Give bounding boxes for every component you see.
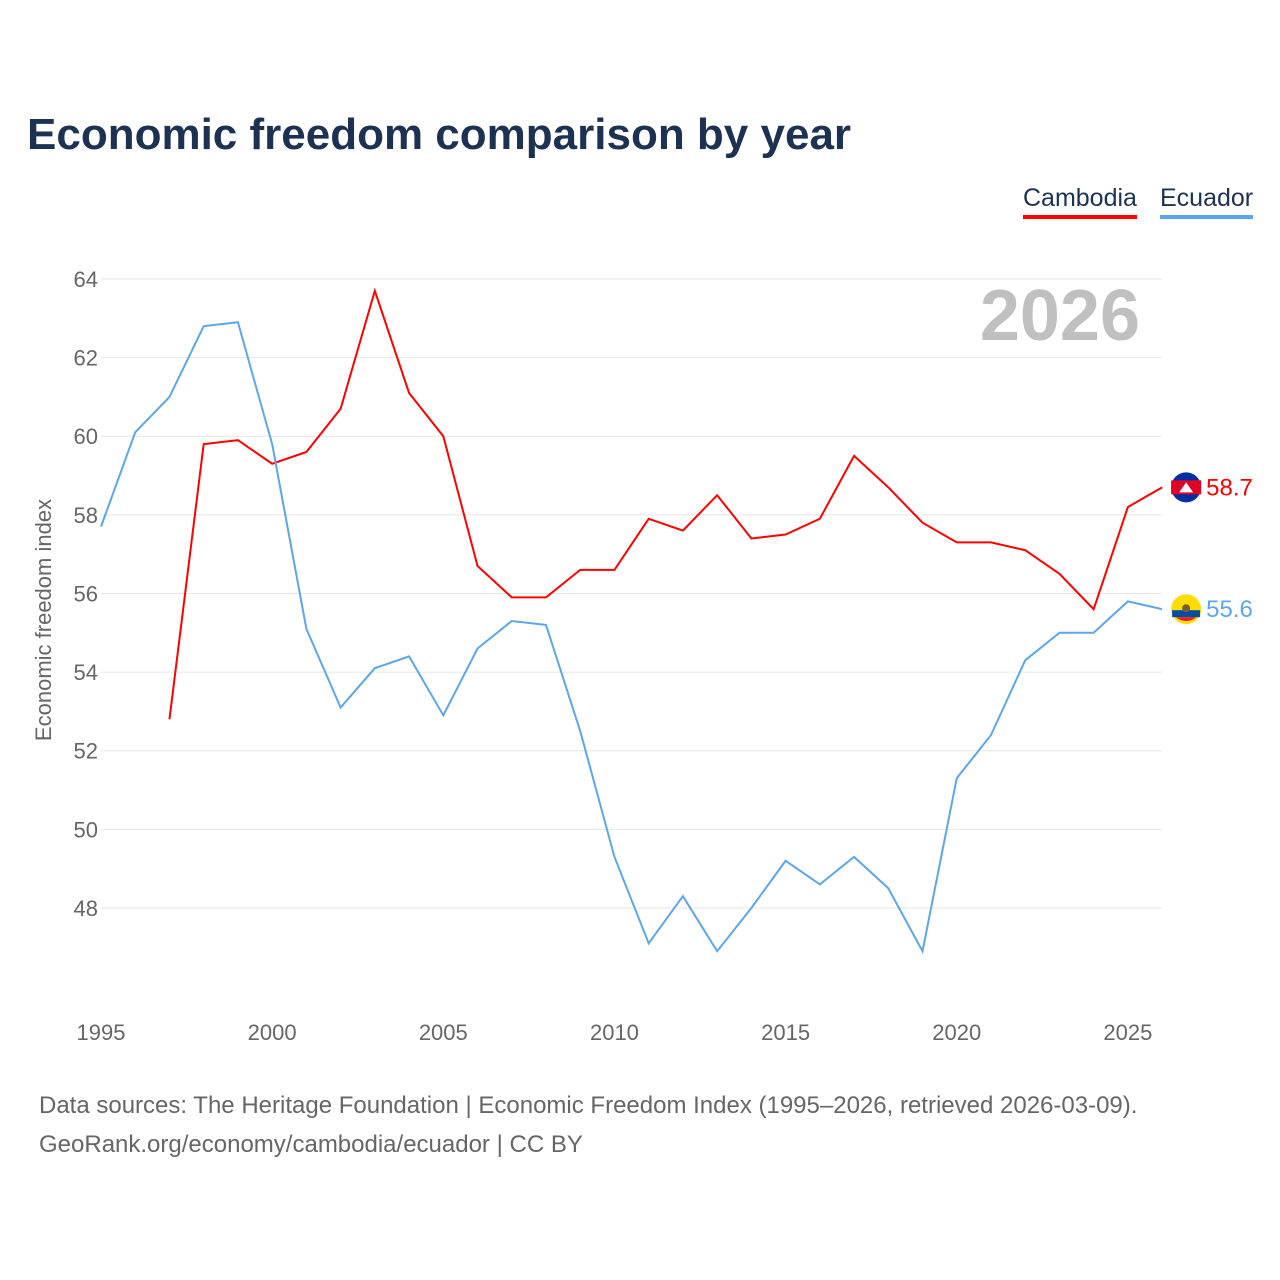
series-line-ecuador xyxy=(100,321,1163,955)
x-tick-label: 2025 xyxy=(1103,1020,1152,1045)
y-tick-label: 60 xyxy=(74,424,98,449)
x-tick-label: 1995 xyxy=(77,1020,126,1045)
chart-title: Economic freedom comparison by year xyxy=(27,110,852,159)
x-tick-label: 2015 xyxy=(761,1020,810,1045)
x-tick-label: 2000 xyxy=(248,1020,297,1045)
y-tick-label: 48 xyxy=(74,896,98,921)
y-axis-label: Economic freedom index xyxy=(31,499,56,741)
series-line-cambodia xyxy=(168,287,1163,720)
end-value-label: 55.6 xyxy=(1206,596,1253,623)
ecuador-flag-emblem xyxy=(1182,604,1191,613)
ecuador-flag-red xyxy=(1176,617,1197,622)
cambodia-flag-temple xyxy=(1179,482,1194,493)
source-note: Data sources: The Heritage Foundation | … xyxy=(39,1086,1137,1164)
y-tick-label: 52 xyxy=(74,739,98,764)
year-watermark: 2026 xyxy=(980,276,1140,356)
x-tick-label: 2020 xyxy=(932,1020,981,1045)
ecuador-flag-blue xyxy=(1172,610,1201,618)
legend-cambodia[interactable]: Cambodia xyxy=(1023,184,1137,219)
y-tick-label: 62 xyxy=(74,346,98,371)
y-tick-label: 56 xyxy=(74,581,98,606)
x-tick-label: 2005 xyxy=(419,1020,468,1045)
end-value-label: 58.7 xyxy=(1206,474,1253,501)
y-tick-label: 64 xyxy=(74,267,98,292)
source-line-2: GeoRank.org/economy/cambodia/ecuador | C… xyxy=(39,1131,583,1158)
x-tick-label: 2010 xyxy=(590,1020,639,1045)
y-tick-label: 54 xyxy=(74,660,98,685)
y-tick-label: 58 xyxy=(74,503,98,528)
source-line-1: Data sources: The Heritage Foundation | … xyxy=(39,1092,1138,1119)
y-tick-label: 50 xyxy=(74,817,98,842)
legend-ecuador[interactable]: Ecuador xyxy=(1160,184,1254,219)
